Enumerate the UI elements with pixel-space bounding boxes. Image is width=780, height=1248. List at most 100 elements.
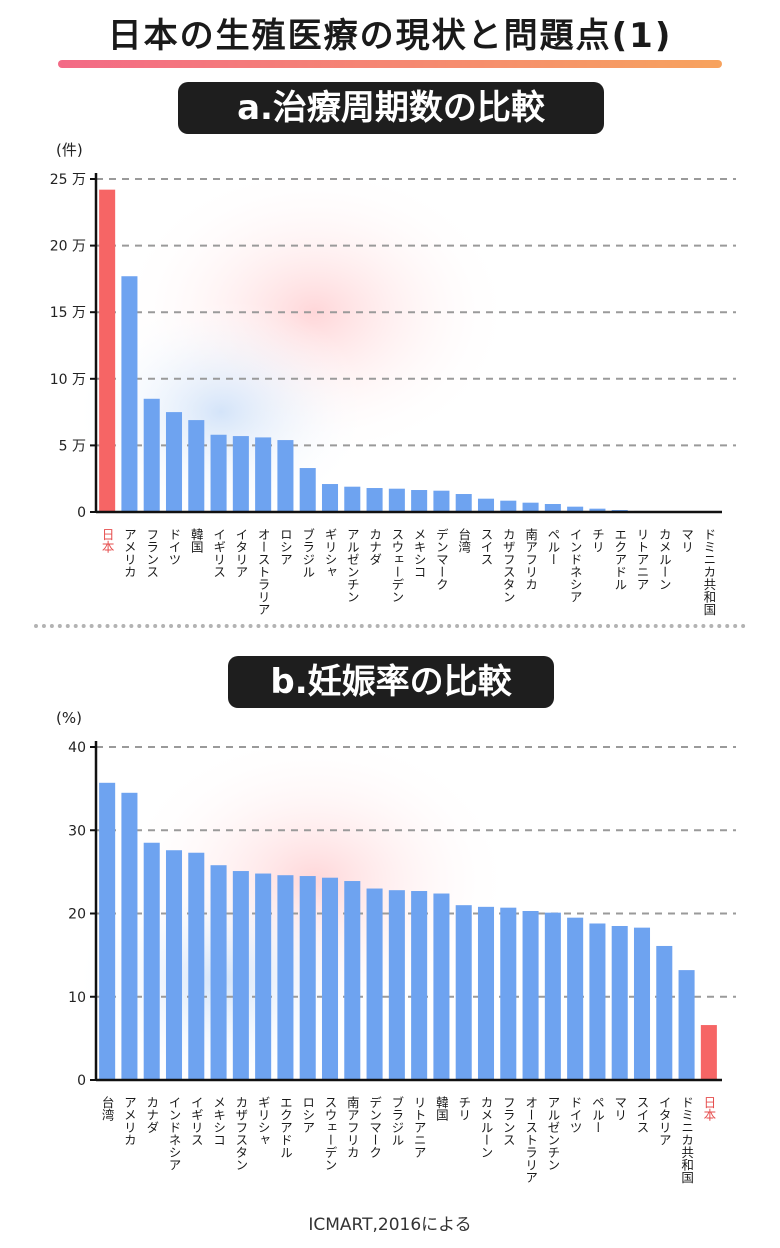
category-label: スイス — [635, 1096, 650, 1134]
bar-ブラジル — [388, 890, 405, 1080]
bar-南アフリカ — [344, 881, 361, 1080]
category-label: チリ — [456, 1096, 471, 1121]
category-label: フランス — [144, 528, 159, 578]
category-label: イギリス — [189, 1096, 204, 1146]
category-label: アルゼンチン — [545, 1096, 560, 1171]
category-label: ドイツ — [568, 1096, 583, 1134]
category-label: メキシコ — [412, 528, 427, 578]
bar-南アフリカ — [522, 502, 539, 512]
bar-台湾 — [455, 494, 472, 512]
bar-ギリシャ — [255, 873, 272, 1080]
category-label: アメリカ — [122, 528, 137, 578]
category-label: イタリア — [233, 528, 248, 578]
category-label: オーストラリア — [256, 528, 271, 616]
category-label: 韓国 — [434, 1096, 449, 1121]
bar-アルゼンチン — [544, 912, 561, 1080]
category-label: カザフスタン — [501, 528, 516, 603]
category-label: ドミニカ共和国 — [679, 1096, 694, 1184]
bar-ペルー — [544, 504, 561, 512]
bar-ドイツ — [567, 917, 584, 1080]
category-label: マリ — [612, 1096, 627, 1121]
category-label: イギリス — [211, 528, 226, 578]
bar-エクアドル — [277, 875, 294, 1080]
bar-イタリア — [232, 436, 249, 512]
category-label: 南アフリカ — [523, 527, 538, 591]
y-tick-label: 15 万 — [50, 305, 86, 321]
y-tick-label: 10 万 — [50, 372, 86, 388]
bar-カナダ — [366, 488, 383, 512]
y-tick-label: 20 — [68, 907, 86, 923]
bar-ドイツ — [165, 412, 183, 512]
pregnancy-rate-chart: 0 10 20 30 40 (%) 台湾 アメリカ カナダ インドネシア イギリス メキシコ カザフスタ… — [56, 709, 736, 1184]
bar-ドミニカ共和国 — [678, 970, 695, 1080]
bar-インドネシア — [567, 506, 584, 512]
bar-アメリカ — [121, 276, 138, 512]
bar-フランス — [500, 907, 517, 1080]
y-tick-label: 5 万 — [59, 438, 86, 454]
bar-スウェーデン — [321, 877, 339, 1080]
category-label: スウェーデン — [389, 528, 404, 603]
category-label: スウェーデン — [323, 1096, 338, 1171]
category-label: ロシア — [300, 1096, 315, 1134]
treatment-cycles-chart: 0 5 万 10 万 15 万 20 万 25 万 (件) 日本 アメリカ フランス ドイツ 韓国 イギ… — [50, 141, 736, 616]
y-axis-label: (件) — [56, 141, 83, 159]
category-label: ギリシャ — [323, 528, 338, 578]
category-label: カナダ — [367, 528, 382, 566]
category-label: 日本 — [701, 1096, 716, 1122]
category-label: イタリア — [657, 1096, 672, 1146]
section-divider — [34, 624, 746, 628]
category-label: デンマーク — [434, 528, 449, 591]
bar-カナダ — [143, 842, 160, 1080]
bar-オーストラリア — [255, 437, 272, 512]
bar-ロシア — [299, 876, 316, 1080]
y-tick-label: 0 — [77, 1073, 86, 1089]
bar-インドネシア — [165, 850, 183, 1080]
bar-台湾 — [99, 782, 116, 1080]
category-label: 南アフリカ — [345, 1095, 360, 1159]
category-label: アルゼンチン — [345, 528, 360, 603]
category-label: カザフスタン — [233, 1096, 248, 1171]
bar-フランス — [143, 398, 160, 512]
bar-スイス — [477, 498, 495, 512]
y-tick-label: 0 — [77, 505, 86, 521]
category-label: ブラジル — [389, 1095, 404, 1146]
section-title-b: b.妊娠率の比較 — [228, 656, 554, 708]
category-label: ドイツ — [167, 528, 182, 566]
bar-韓国 — [188, 420, 205, 512]
category-label: ブラジル — [300, 527, 315, 578]
bar-イギリス — [210, 434, 227, 512]
section-title-a: a.治療周期数の比較 — [178, 82, 604, 134]
category-label: ロシア — [278, 528, 293, 566]
bar-ギリシャ — [321, 484, 339, 512]
category-label: チリ — [590, 528, 605, 553]
category-label: フランス — [501, 1096, 516, 1146]
bar-日本 — [700, 1025, 717, 1080]
category-label: インドネシア — [167, 1096, 182, 1171]
category-label: リトアニア — [635, 528, 650, 591]
category-label: 台湾 — [456, 527, 471, 554]
bar-スウェーデン — [388, 488, 405, 512]
source-note: ICMART,2016による — [308, 1215, 472, 1235]
y-tick-label: 25 万 — [50, 172, 86, 188]
bar-チリ — [455, 905, 472, 1080]
bar-カメルーン — [477, 906, 495, 1080]
category-label: メキシコ — [211, 1096, 226, 1146]
category-label: ペルー — [545, 528, 560, 566]
title-underline — [58, 60, 722, 68]
category-label: スイス — [479, 528, 494, 566]
bar-デンマーク — [433, 490, 450, 512]
bar-アメリカ — [121, 792, 138, 1080]
category-label: カナダ — [144, 1096, 159, 1134]
category-label: カメルーン — [657, 528, 672, 591]
category-label: エクアドル — [612, 528, 627, 591]
y-tick-label: 20 万 — [50, 239, 86, 255]
bar-リトアニア — [411, 891, 428, 1080]
bar-日本 — [99, 189, 116, 512]
bar-イタリア — [656, 945, 673, 1080]
bar-マリ — [611, 925, 628, 1080]
category-label: オーストラリア — [523, 1096, 538, 1184]
category-label: ギリシャ — [256, 1096, 271, 1146]
y-tick-label: 40 — [68, 740, 86, 756]
category-label: エクアドル — [278, 1096, 293, 1159]
category-label: アメリカ — [122, 1096, 137, 1146]
